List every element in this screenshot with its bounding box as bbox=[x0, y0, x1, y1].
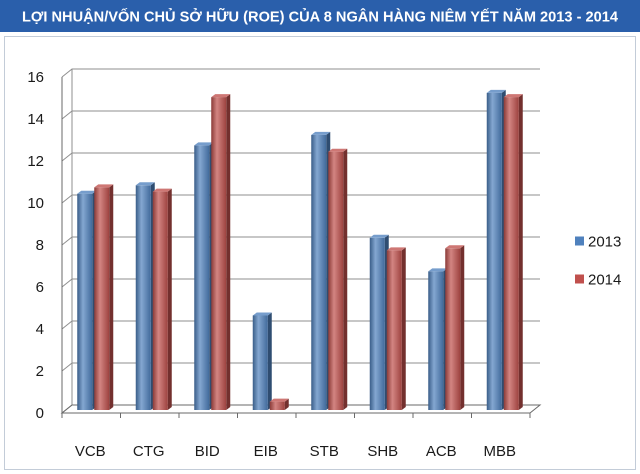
y-tick-label: 0 bbox=[36, 405, 44, 422]
gridline bbox=[61, 110, 540, 120]
bar-front-face bbox=[77, 193, 93, 410]
bar-front-face bbox=[252, 315, 268, 410]
bar-2014-ctg bbox=[152, 188, 172, 410]
bar-side-face bbox=[226, 94, 231, 410]
bar-2014-bid bbox=[211, 94, 231, 410]
bar-side-face bbox=[109, 184, 114, 410]
bar-2014-shb bbox=[386, 247, 406, 410]
bar-2014-mbb bbox=[503, 94, 523, 410]
bar-top-face bbox=[328, 148, 348, 152]
y-tick-label: 10 bbox=[27, 195, 44, 212]
bar-top-face bbox=[428, 268, 448, 272]
bar-top-face bbox=[311, 131, 331, 135]
bar-side-face bbox=[460, 245, 465, 410]
bar-2013-vcb bbox=[77, 190, 97, 410]
x-category-label: SHB bbox=[367, 443, 398, 460]
bar-top-face bbox=[252, 312, 272, 316]
legend-swatch-2014 bbox=[575, 274, 584, 284]
bar-2013-mbb bbox=[486, 89, 506, 411]
bar-2013-ctg bbox=[135, 182, 155, 410]
legend-swatch-2013 bbox=[575, 236, 584, 246]
bar-side-face bbox=[401, 247, 406, 410]
bar-top-face bbox=[211, 94, 231, 98]
legend-label-2014: 2014 bbox=[588, 272, 621, 289]
bar-side-face bbox=[284, 398, 289, 410]
x-category-label: EIB bbox=[254, 443, 278, 460]
bar-top-face bbox=[94, 184, 114, 188]
bar-top-face bbox=[486, 89, 506, 93]
bar-top-face bbox=[503, 94, 523, 98]
bar-front-face bbox=[445, 248, 461, 410]
y-axis-tick-labels: 0 2 4 6 8 10 12 14 16 bbox=[27, 69, 44, 422]
x-category-label: CTG bbox=[133, 443, 165, 460]
x-category-label: BID bbox=[195, 443, 220, 460]
bar-2014-eib bbox=[269, 398, 289, 410]
bar-top-face bbox=[194, 142, 214, 146]
bar-2014-vcb bbox=[94, 184, 114, 410]
bar-top-face bbox=[152, 188, 172, 192]
bar-top-face bbox=[269, 398, 289, 402]
y-tick-label: 14 bbox=[27, 111, 44, 128]
bar-2013-bid bbox=[194, 142, 214, 410]
gridline bbox=[61, 194, 540, 204]
bar-top-face bbox=[369, 234, 389, 238]
bar-side-face bbox=[518, 94, 523, 410]
title-banner: LỢI NHUẬN/VỐN CHỦ SỞ HỮU (ROE) CỦA 8 NGÂ… bbox=[0, 0, 640, 32]
bar-side-face bbox=[167, 188, 172, 410]
bar-front-face bbox=[486, 92, 502, 411]
bar-side-face bbox=[343, 148, 348, 410]
y-tick-label: 8 bbox=[36, 237, 44, 254]
bar-front-face bbox=[369, 237, 385, 410]
bar-front-face bbox=[194, 145, 210, 410]
chart-floor bbox=[60, 404, 542, 414]
y-tick-label: 2 bbox=[36, 363, 44, 380]
gridline bbox=[61, 152, 540, 162]
title-banner-background bbox=[0, 0, 640, 32]
bar-front-face bbox=[94, 187, 110, 410]
bar-2013-stb bbox=[311, 131, 331, 410]
y-tick-label: 12 bbox=[27, 153, 44, 170]
x-category-label: MBB bbox=[483, 443, 516, 460]
bar-top-face bbox=[445, 245, 465, 249]
legend-label-2013: 2013 bbox=[588, 234, 621, 251]
x-category-label: STB bbox=[310, 443, 339, 460]
bar-2013-eib bbox=[252, 312, 272, 410]
bar-front-face bbox=[503, 97, 519, 410]
y-tick-label: 4 bbox=[36, 321, 44, 338]
bar-2014-acb bbox=[445, 245, 465, 410]
bar-front-face bbox=[386, 250, 402, 410]
bar-front-face bbox=[211, 97, 227, 410]
gridline bbox=[61, 68, 540, 78]
bar-2013-shb bbox=[369, 234, 389, 410]
bar-top-face bbox=[135, 182, 155, 186]
x-category-label: VCB bbox=[75, 443, 106, 460]
x-axis-category-labels: VCB CTG BID EIB STB SHB ACB MBB bbox=[75, 443, 516, 460]
bar-2014-stb bbox=[328, 148, 348, 410]
bar-front-face bbox=[328, 151, 344, 410]
bar-top-face bbox=[386, 247, 406, 251]
bar-2013-acb bbox=[428, 268, 448, 410]
bar-front-face bbox=[135, 185, 151, 410]
bar-front-face bbox=[152, 191, 168, 410]
chart-title: LỢI NHUẬN/VỐN CHỦ SỞ HỮU (ROE) CỦA 8 NGÂ… bbox=[22, 8, 619, 26]
y-tick-label: 6 bbox=[36, 279, 44, 296]
bar-front-face bbox=[269, 401, 285, 410]
bar-top-face bbox=[77, 190, 97, 194]
x-category-label: ACB bbox=[426, 443, 457, 460]
bar-side-face bbox=[267, 312, 272, 410]
bar-front-face bbox=[311, 134, 327, 410]
y-tick-label: 16 bbox=[27, 69, 44, 86]
bar-front-face bbox=[428, 271, 444, 410]
legend: 2013 2014 bbox=[575, 234, 621, 289]
bars bbox=[77, 89, 523, 411]
